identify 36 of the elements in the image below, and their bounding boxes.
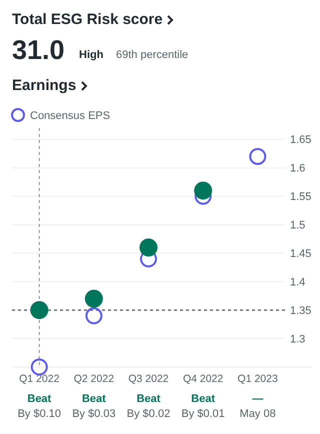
- y-tick-label: 1.3: [290, 333, 306, 346]
- chart-title: Earnings: [12, 77, 76, 94]
- point: [30, 358, 48, 376]
- y-tick-label: 1.4: [290, 276, 306, 288]
- y-tick-label: 1.45: [290, 248, 312, 260]
- text: 31.0: [12, 35, 65, 65]
- x-tick-label: Q1 2022: [19, 373, 60, 385]
- y-tick-label: 1.6: [290, 162, 306, 175]
- text: May 08: [240, 408, 276, 420]
- text: By $0.01: [181, 408, 225, 420]
- x-tick-label: Q4 2022: [182, 373, 224, 385]
- point: [194, 182, 212, 200]
- text: By $0.10: [18, 408, 62, 420]
- text: Beat: [191, 393, 216, 405]
- text: By $0.02: [126, 408, 170, 420]
- point: [249, 148, 266, 165]
- text: By $0.03: [72, 408, 116, 420]
- x-tick-label: Q1 2023: [238, 373, 278, 385]
- text: Beat: [82, 393, 106, 405]
- x-tick-label: Q2 2022: [74, 373, 114, 385]
- point: [85, 307, 102, 324]
- text: —: [252, 393, 264, 405]
- text: Beat: [27, 393, 52, 405]
- x-tick-label: Q3 2022: [128, 373, 169, 385]
- text: Beat: [136, 393, 161, 405]
- point: [84, 290, 103, 308]
- legend-label: Consensus EPS: [30, 110, 110, 122]
- text: High: [79, 49, 104, 61]
- y-tick-label: 1.65: [290, 134, 312, 146]
- y-tick-label: 1.55: [290, 191, 312, 204]
- y-tick-label: 1.35: [290, 304, 312, 317]
- point: [30, 301, 48, 320]
- y-tick-label: 1.5: [290, 220, 306, 232]
- text: 69th percentile: [116, 49, 188, 61]
- text: Total ESG Risk score: [12, 11, 163, 28]
- point: [140, 238, 158, 256]
